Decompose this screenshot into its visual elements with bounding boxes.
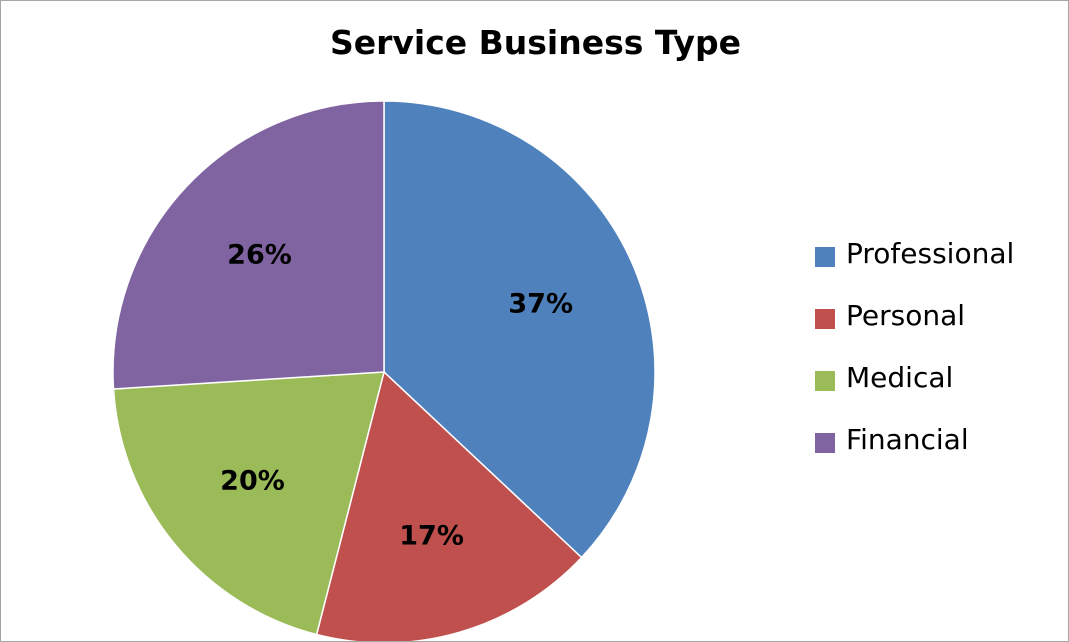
legend-label: Personal [846,299,966,332]
data-label-personal: 17% [399,521,464,552]
pie-slice-personal [315,370,583,641]
legend-item-medical: Medical [815,357,1065,419]
legend-swatch [815,247,835,267]
pie-slice-financial [112,100,385,390]
data-label-professional: 37% [508,289,573,320]
legend-item-personal: Personal [815,295,1065,357]
pie-slice-labels: 37% 17% 20% 26% [220,240,573,552]
pie-slices [112,100,656,641]
legend-swatch [815,309,835,329]
data-label-financial: 26% [227,240,292,271]
chart-title: Service Business Type [329,23,742,62]
legend: Professional Personal Medical Financial [815,233,1065,481]
legend-item-financial: Financial [815,419,1065,481]
legend-label: Financial [846,423,969,456]
legend-item-professional: Professional [815,233,1065,295]
pie-slice-medical [112,371,385,636]
legend-label: Medical [846,361,954,394]
legend-label: Professional [846,237,1015,270]
pie-slice-professional [383,100,656,559]
legend-swatch [815,371,835,391]
data-label-medical: 20% [220,465,285,496]
legend-swatch [815,433,835,453]
